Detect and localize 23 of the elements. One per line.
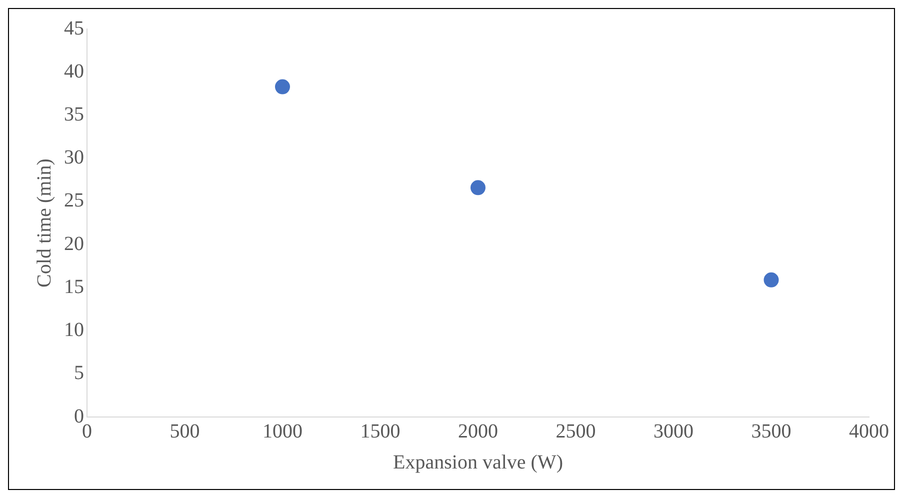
x-tick-label: 2000 [458, 420, 498, 442]
x-tick-label: 4000 [849, 420, 889, 442]
x-tick-label: 2500 [556, 420, 596, 442]
x-tick-label: 1000 [262, 420, 302, 442]
y-tick-label: 5 [74, 362, 84, 384]
y-tick-label: 10 [64, 319, 84, 342]
y-tick-label: 0 [74, 405, 84, 428]
x-tick-label: 3500 [751, 420, 792, 442]
point [470, 180, 486, 196]
x-tick-label: 1500 [360, 420, 400, 442]
y-axis-title: Cold time (min) [33, 158, 56, 288]
x-tick-label: 500 [170, 420, 200, 442]
point [275, 79, 290, 94]
y-tick-label: 35 [64, 103, 84, 126]
point [764, 272, 779, 288]
x-axis-title: Expansion valve (W) [393, 451, 563, 474]
y-tick-label: 40 [64, 60, 84, 82]
y-tick-label: 30 [64, 146, 84, 169]
y-tick-label: 20 [64, 232, 84, 255]
y-tick-label: 25 [64, 190, 84, 212]
y-tick-label: 45 [64, 17, 84, 40]
y-tick-label: 15 [64, 276, 84, 298]
x-tick-label: 3000 [654, 420, 694, 442]
